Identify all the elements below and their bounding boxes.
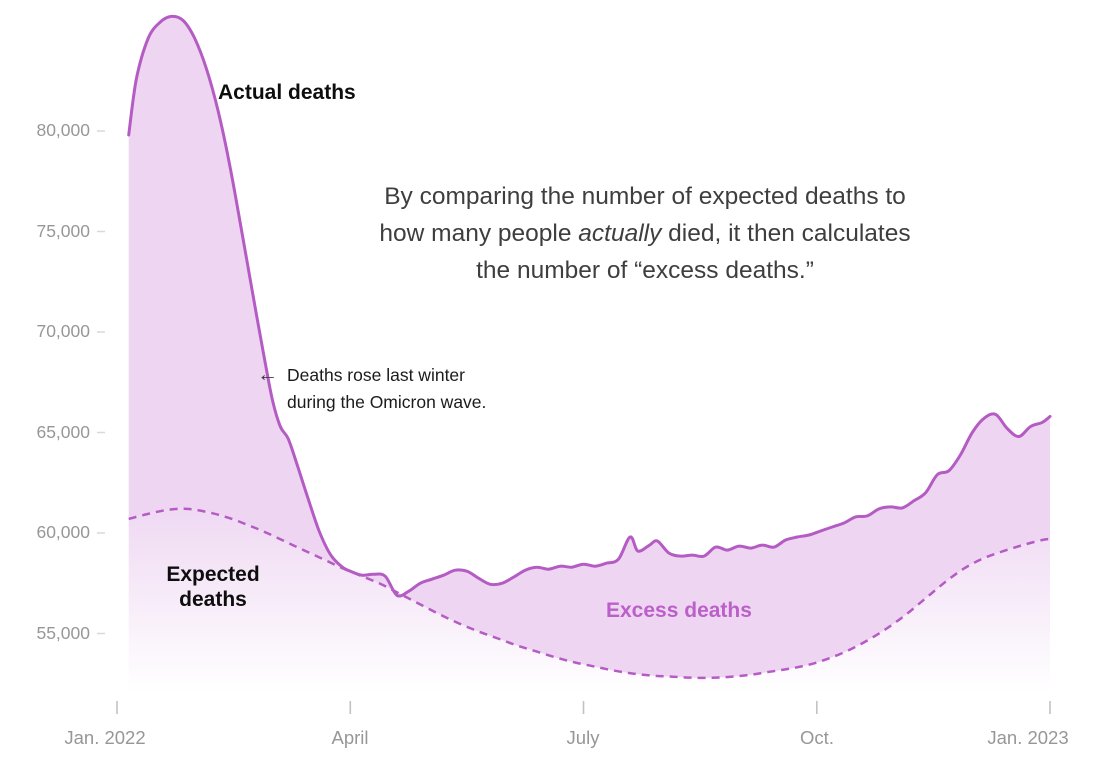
explainer-text: By comparing the number of expected deat…: [255, 178, 1035, 289]
x-axis-label: April: [331, 727, 369, 748]
expected-deaths-label-line2: deaths: [179, 588, 247, 611]
explainer-line1: By comparing the number of expected deat…: [384, 183, 906, 210]
actual-deaths-line: [127, 14, 1052, 598]
x-axis-label: Jan. 2022: [64, 727, 146, 748]
y-axis-label: 70,000: [36, 321, 90, 341]
actual-deaths-label: Actual deaths: [218, 81, 356, 104]
under-expected-fill: [128, 508, 1050, 690]
explainer-line3: the number of “excess deaths.”: [476, 257, 814, 284]
x-axis-label: July: [566, 727, 600, 748]
expected-deaths-label-line1: Expected: [166, 563, 260, 586]
y-axis-label: 80,000: [36, 120, 90, 140]
omicron-annotation: ← Deaths rose last winter during the Omi…: [257, 362, 486, 416]
explainer-italic-word: actually: [578, 220, 662, 247]
y-axis-label: 60,000: [36, 522, 90, 542]
explainer-line2: how many people actually died, it then c…: [379, 220, 911, 247]
x-axis-ticks: [116, 701, 1051, 714]
y-axis-label: 65,000: [36, 421, 90, 442]
left-arrow-icon: ←: [257, 363, 278, 386]
x-axis-label: Oct.: [800, 727, 834, 748]
y-axis-label: 75,000: [36, 220, 90, 241]
x-axis-label: Jan. 2023: [987, 727, 1069, 748]
expected-deaths-label: Expected deaths: [148, 562, 278, 612]
y-axis-ticks: [97, 130, 105, 635]
omicron-annotation-text: Deaths rose last winter during the Omicr…: [287, 365, 487, 412]
y-axis-label: 55,000: [36, 622, 90, 643]
excess-deaths-label: Excess deaths: [606, 599, 752, 622]
